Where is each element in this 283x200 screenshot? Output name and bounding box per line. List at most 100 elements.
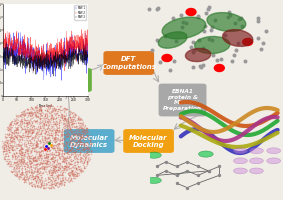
Point [29,150,33,153]
Point [26,136,31,139]
Point [69,131,74,134]
Point [47,122,51,125]
Point [18,130,22,133]
Point [14,114,18,117]
Point [47,163,52,166]
FancyBboxPatch shape [123,129,174,153]
Point [49,144,53,147]
Point [55,176,60,179]
Point [27,126,32,130]
Point [23,142,28,146]
Point [36,112,40,115]
Point [1,155,6,158]
Point [39,119,44,122]
Point [37,156,41,159]
Point [25,148,30,151]
Point [10,155,14,159]
Point [85,145,89,148]
Point [58,162,62,165]
Point [23,168,27,171]
Point [67,174,72,177]
Point [192,48,197,52]
Point [48,110,53,113]
Point [74,175,79,178]
Point [62,122,66,125]
Point [17,169,21,173]
Point [77,172,81,175]
Point [24,171,29,175]
Point [39,120,44,124]
Point [85,135,89,138]
Point [60,154,64,158]
Point [80,142,85,145]
Point [61,169,66,172]
Point [58,132,63,135]
Point [50,151,54,155]
Point [18,119,23,123]
Ellipse shape [162,17,206,39]
Point [53,140,58,143]
Point [15,121,20,124]
Point [22,132,27,135]
Point [26,135,30,138]
Point [68,141,73,144]
Point [22,113,26,116]
Point [63,118,68,121]
Point [29,125,34,128]
Point [63,134,67,137]
Point [68,128,72,132]
Point [76,117,80,120]
Point [6,143,10,146]
Point [66,177,70,180]
Point [65,151,70,154]
Point [37,105,41,109]
Point [52,146,56,150]
Point [58,142,63,145]
Point [34,185,39,188]
Point [79,148,83,152]
Point [39,177,43,180]
Point [24,119,28,122]
Point [22,138,27,141]
Point [47,104,51,107]
Point [54,129,59,132]
Point [47,172,51,175]
Point [78,164,82,167]
Point [29,177,33,181]
Point [20,173,25,176]
Point [33,179,38,182]
Point [22,117,27,120]
Point [3,141,7,144]
Point [26,120,31,123]
Point [46,126,51,130]
Point [49,172,53,175]
Point [1,145,6,149]
Point [41,143,45,146]
Point [42,166,46,169]
Point [13,119,17,122]
Point [77,147,82,150]
FancyBboxPatch shape [104,51,154,75]
Point [8,164,13,167]
Point [57,142,61,145]
Point [67,125,71,128]
Point [59,108,64,111]
Point [23,130,28,133]
Point [34,148,38,151]
Point [57,130,61,134]
Point [41,120,46,123]
Point [8,162,13,165]
Point [74,129,79,132]
Point [20,138,24,142]
Point [49,153,54,157]
Point [38,150,43,154]
Point [65,134,70,137]
Point [67,144,71,147]
Point [41,128,45,131]
Point [70,172,74,175]
Point [48,161,52,164]
Circle shape [233,158,247,164]
Point [14,151,18,154]
Point [26,108,31,111]
Point [18,160,22,163]
